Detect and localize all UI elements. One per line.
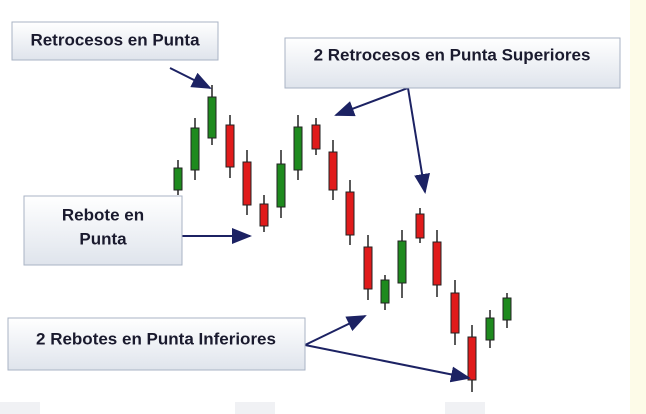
callout: Rebote en Punta — [23, 195, 183, 266]
callout: 2 Retrocesos en Punta Superiores — [284, 37, 621, 89]
callout-label: 2 Rebotes en Punta Inferiores — [36, 329, 276, 348]
callout-label: Punta — [79, 229, 127, 248]
callout-label: Rebote en — [62, 205, 144, 224]
edge-tint — [630, 0, 646, 414]
callout: Retrocesos en Punta — [11, 21, 219, 61]
callout: 2 Rebotes en Punta Inferiores — [7, 317, 306, 371]
arrows — [169, 67, 471, 383]
candles — [173, 85, 512, 392]
callout-label: Retrocesos en Punta — [30, 30, 200, 49]
callout-label: 2 Retrocesos en Punta Superiores — [314, 45, 591, 64]
background-tiles — [0, 402, 485, 414]
